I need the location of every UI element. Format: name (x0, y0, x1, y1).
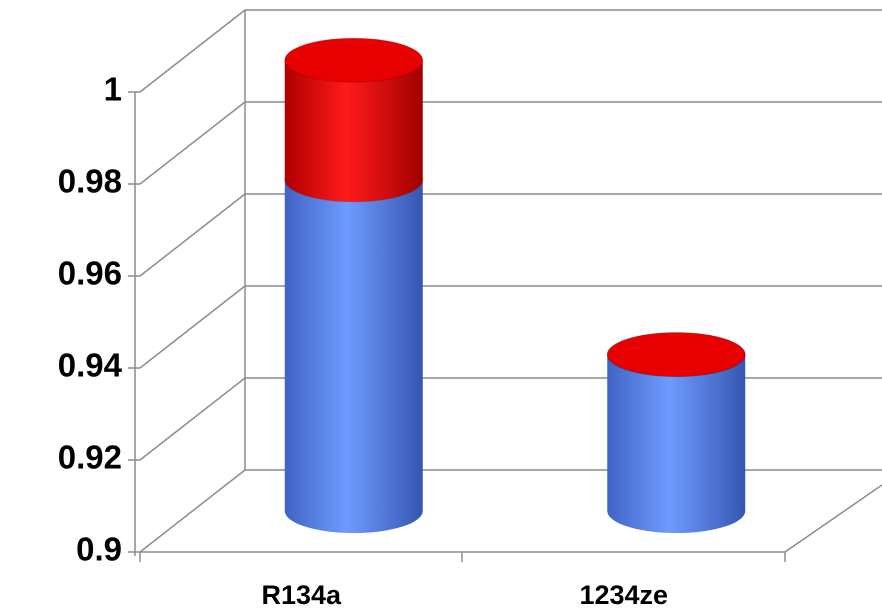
y-tick-label: 0.96 (58, 255, 122, 292)
bar-body (284, 179, 423, 534)
bar-top (284, 37, 424, 83)
grid-line (139, 193, 246, 277)
x-tick-label: R134a (261, 580, 342, 610)
floor-right (784, 484, 882, 553)
bar-body (607, 354, 746, 533)
grid-line (139, 469, 246, 553)
chart-walls (134, 10, 882, 562)
bar-top (606, 332, 746, 378)
bar-body (284, 60, 423, 202)
y-tick-label: 0.98 (58, 163, 122, 200)
y-tick-label: 0.9 (76, 531, 122, 568)
y-tick-label: 1 (104, 71, 122, 108)
grid-line (139, 377, 246, 461)
grid-line (139, 101, 246, 185)
y-tick-label: 0.94 (58, 347, 123, 384)
x-tick-label: 1234ze (579, 580, 668, 610)
y-tick-label: 0.92 (58, 439, 122, 476)
grid-line (139, 285, 246, 369)
grid-line (139, 9, 246, 93)
